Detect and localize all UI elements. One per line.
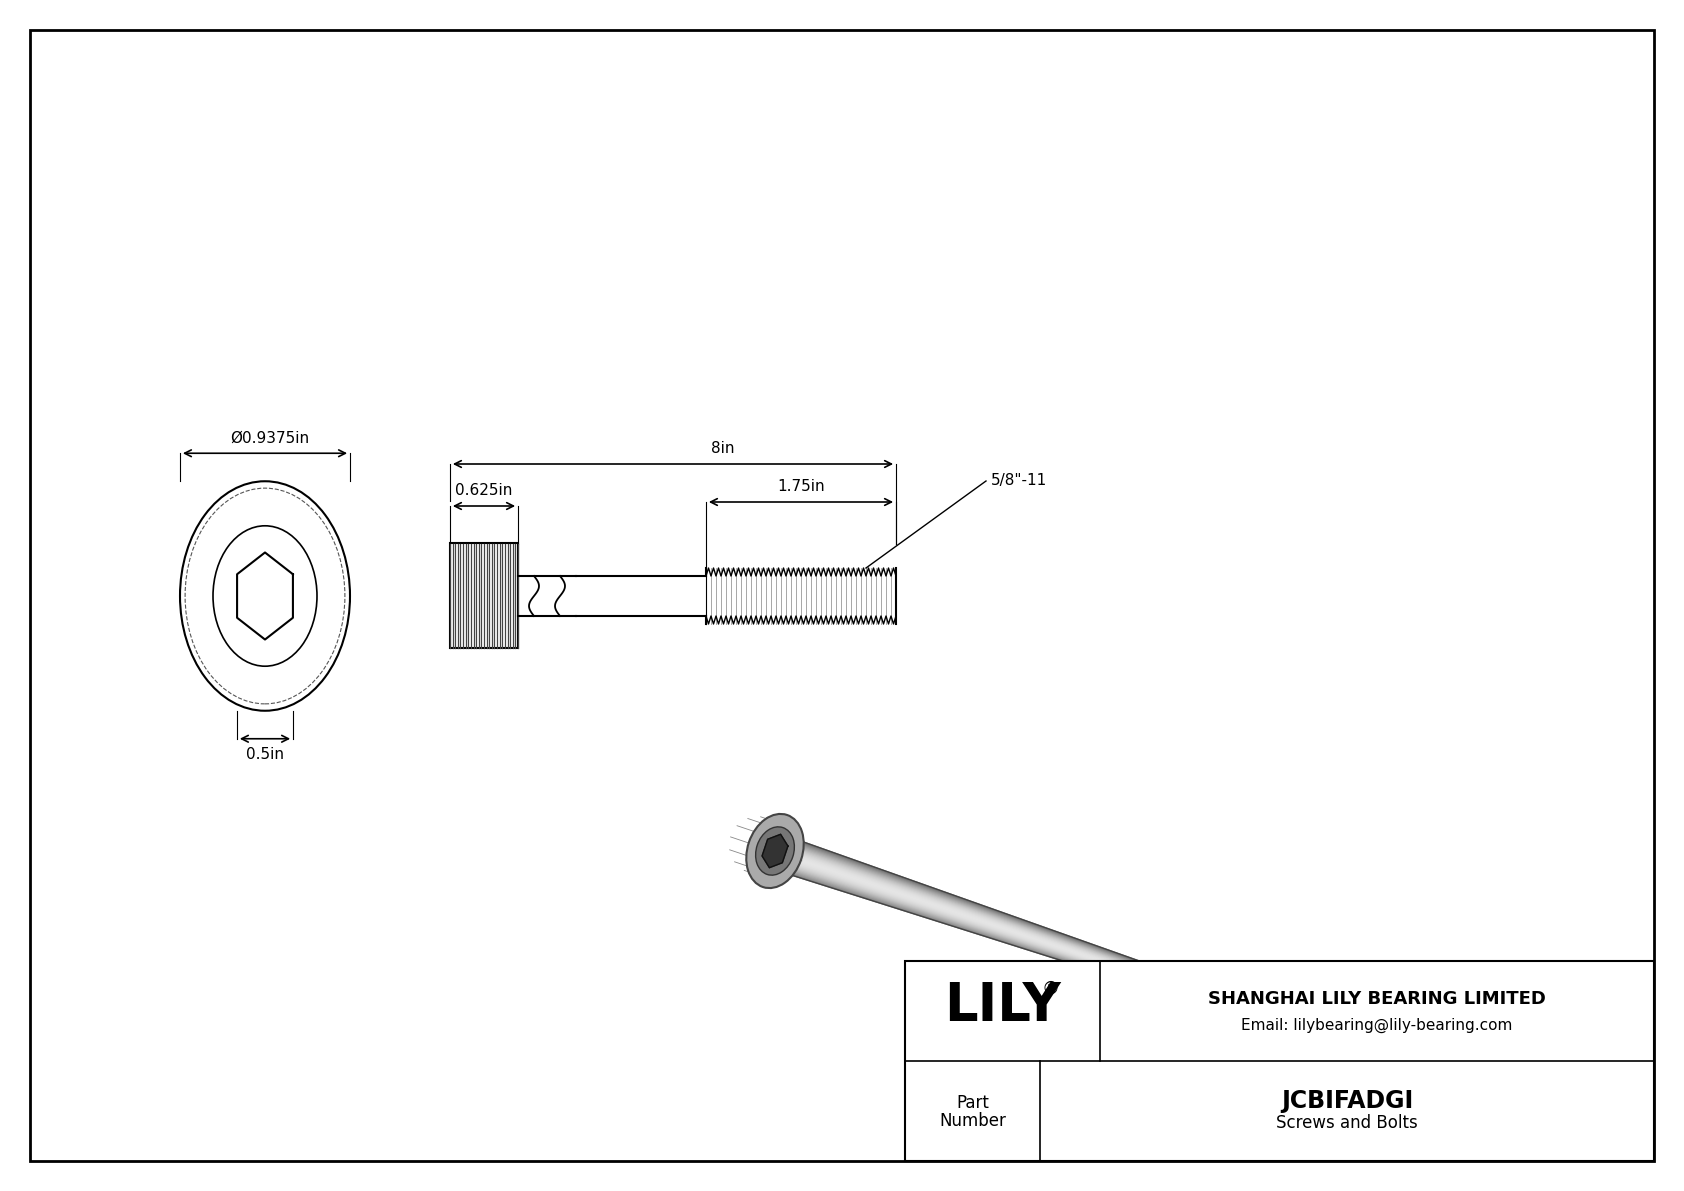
Polygon shape xyxy=(773,854,1610,1131)
Polygon shape xyxy=(773,856,1610,1133)
Text: SHANGHAI LILY BEARING LIMITED: SHANGHAI LILY BEARING LIMITED xyxy=(1207,990,1546,1008)
Polygon shape xyxy=(770,863,1610,1134)
Text: Ø0.9375in: Ø0.9375in xyxy=(231,430,310,445)
Bar xyxy=(904,961,1654,1161)
Ellipse shape xyxy=(756,827,795,875)
Polygon shape xyxy=(775,853,1610,1131)
Polygon shape xyxy=(771,861,1610,1133)
Text: Number: Number xyxy=(940,1112,1005,1130)
Ellipse shape xyxy=(746,813,803,888)
Polygon shape xyxy=(778,842,1610,1130)
Text: 5/8"-11: 5/8"-11 xyxy=(990,474,1047,488)
Polygon shape xyxy=(778,838,1610,1129)
Polygon shape xyxy=(780,834,1612,1128)
Polygon shape xyxy=(770,867,1610,1134)
Polygon shape xyxy=(773,855,1610,1131)
Polygon shape xyxy=(776,847,1610,1130)
Bar xyxy=(450,543,519,648)
Polygon shape xyxy=(776,846,1610,1130)
Text: LILY: LILY xyxy=(945,980,1061,1031)
Polygon shape xyxy=(775,849,1610,1130)
Polygon shape xyxy=(778,840,1610,1129)
Polygon shape xyxy=(776,848,1610,1130)
Text: 0.625in: 0.625in xyxy=(455,484,512,498)
Ellipse shape xyxy=(180,481,350,711)
Text: JCBIFADGI: JCBIFADGI xyxy=(1282,1089,1413,1114)
Polygon shape xyxy=(770,865,1610,1134)
Polygon shape xyxy=(780,837,1612,1129)
Text: 0.5in: 0.5in xyxy=(246,747,285,762)
Polygon shape xyxy=(780,836,1612,1129)
Text: 1.75in: 1.75in xyxy=(778,479,825,494)
Polygon shape xyxy=(770,866,1610,1134)
Polygon shape xyxy=(771,860,1610,1133)
Polygon shape xyxy=(778,841,1610,1129)
Polygon shape xyxy=(763,835,788,868)
Ellipse shape xyxy=(212,525,317,666)
Polygon shape xyxy=(778,843,1610,1130)
Polygon shape xyxy=(775,852,1610,1131)
Polygon shape xyxy=(775,852,1610,1131)
Polygon shape xyxy=(776,844,1610,1130)
Polygon shape xyxy=(771,859,1610,1133)
Polygon shape xyxy=(775,850,1610,1131)
Text: 8in: 8in xyxy=(711,441,734,456)
Polygon shape xyxy=(773,858,1610,1133)
Text: Email: lilybearing@lily-bearing.com: Email: lilybearing@lily-bearing.com xyxy=(1241,1017,1512,1033)
Text: Screws and Bolts: Screws and Bolts xyxy=(1276,1114,1418,1131)
Text: Part: Part xyxy=(957,1095,989,1112)
Polygon shape xyxy=(780,835,1612,1129)
Polygon shape xyxy=(771,862,1610,1133)
Text: ®: ® xyxy=(1041,980,1059,998)
